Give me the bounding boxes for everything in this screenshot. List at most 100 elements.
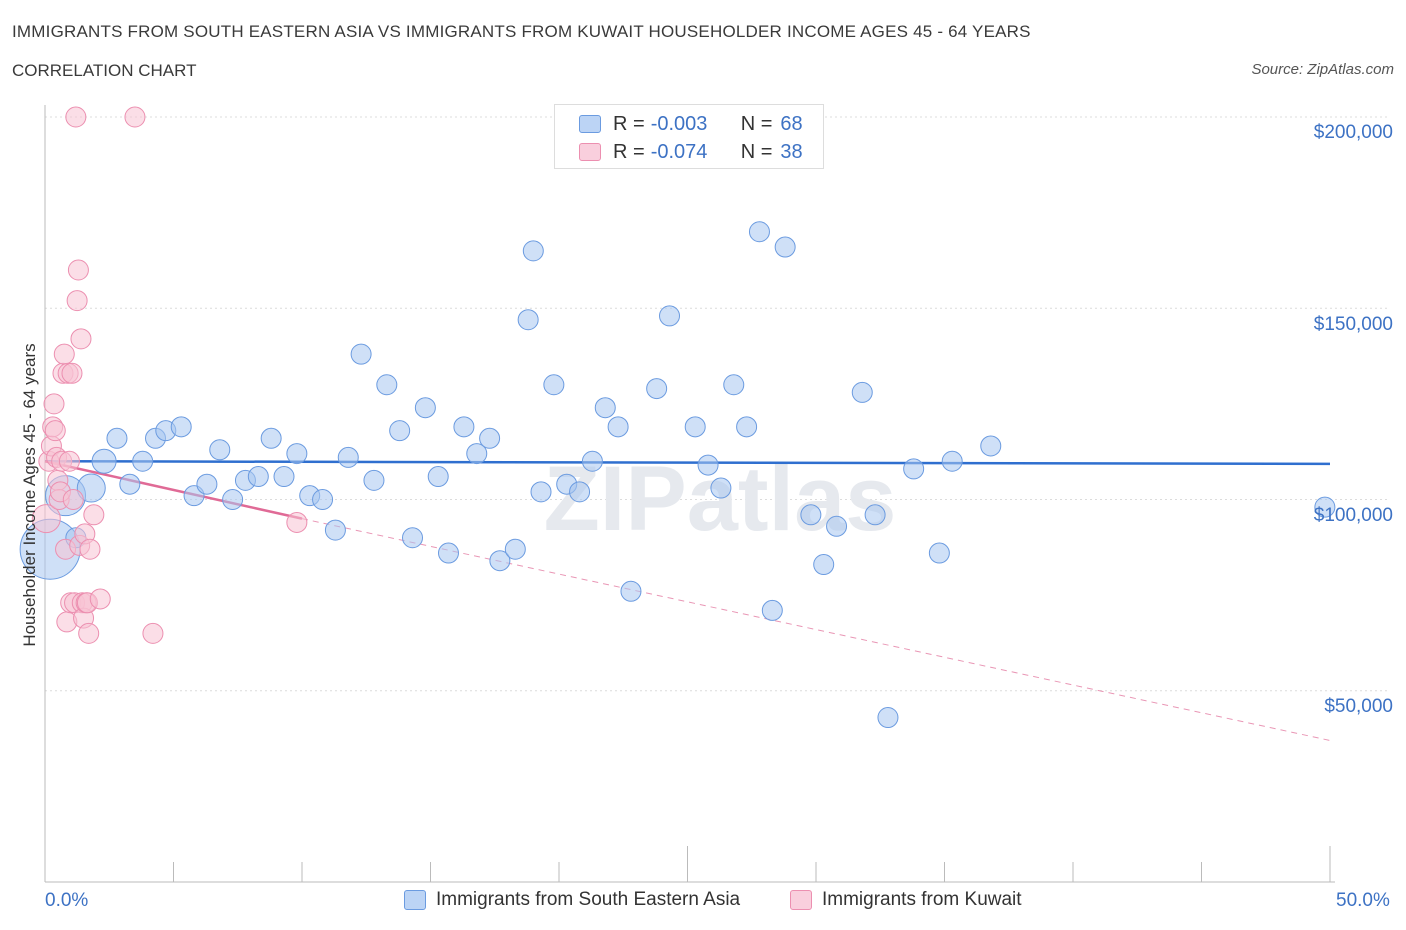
legend-row-kuwait: R = -0.074 N = 38 — [579, 139, 803, 165]
sea-point — [337, 446, 359, 468]
sea-point — [543, 374, 565, 396]
sea-point — [119, 473, 141, 495]
sea-point — [581, 450, 603, 472]
sea-point — [170, 416, 192, 438]
kuwait-point — [66, 290, 88, 312]
legend-swatch-blue — [404, 890, 426, 910]
stats-legend: R = -0.003 N = 68 R = -0.074 N = 38 — [554, 104, 824, 169]
sea-point — [517, 309, 539, 331]
sea-point — [736, 416, 758, 438]
sea-point — [761, 599, 783, 621]
sea-point — [748, 221, 770, 243]
chart-subtitle: CORRELATION CHART — [12, 61, 197, 80]
kuwait-point — [124, 106, 146, 128]
sea-point — [800, 504, 822, 526]
y-tick-label: $200,000 — [1313, 122, 1393, 143]
legend-row-sea: R = -0.003 N = 68 — [579, 111, 803, 137]
gridlines — [45, 116, 1390, 692]
sea-point — [1314, 496, 1336, 518]
legend-series-label: Immigrants from South Eastern Asia — [436, 889, 741, 910]
sea-point — [479, 427, 501, 449]
sea-point — [504, 538, 526, 560]
sea-point — [324, 519, 346, 541]
x-tick-label: 0.0% — [45, 890, 89, 911]
sea-point — [91, 448, 117, 474]
sea-point — [530, 481, 552, 503]
kuwait-point — [286, 511, 308, 533]
sea-point — [489, 550, 511, 572]
sea-point — [659, 305, 681, 327]
sea-point — [851, 381, 873, 403]
legend-r-label: R = — [613, 140, 645, 163]
sea-point — [710, 477, 732, 499]
sea-point — [697, 454, 719, 476]
legend-r-label: R = — [613, 112, 645, 135]
legend-series-label: Immigrants from Kuwait — [822, 889, 1022, 910]
sea-point — [903, 458, 925, 480]
sea-point — [941, 450, 963, 472]
sea-point — [684, 416, 706, 438]
sea-point — [813, 554, 835, 576]
kuwait-point — [70, 328, 92, 350]
sea-point — [350, 343, 372, 365]
y-tick-label: $50,000 — [1324, 696, 1393, 717]
sea-point — [427, 466, 449, 488]
sea-point — [723, 374, 745, 396]
sea-point — [402, 527, 424, 549]
kuwait-point — [89, 588, 111, 610]
kuwait-point — [142, 622, 164, 644]
data-points — [19, 106, 1336, 729]
kuwait-point — [31, 504, 61, 534]
sea-point — [607, 416, 629, 438]
legend-n-value: 38 — [780, 140, 803, 163]
sea-point — [363, 469, 385, 491]
sea-point — [774, 236, 796, 258]
kuwait-point — [79, 538, 101, 560]
trend-lines — [44, 460, 1331, 741]
sea-point — [646, 378, 668, 400]
sea-point — [826, 515, 848, 537]
sea-point — [76, 473, 106, 503]
series-legend-kuwait: Immigrants from Kuwait — [790, 889, 1022, 911]
sea-point — [312, 489, 334, 510]
legend-swatch-blue — [579, 115, 601, 133]
kuwait-point — [44, 420, 66, 442]
sea-point — [864, 504, 886, 526]
axes — [44, 105, 1335, 883]
trend-line-sea — [44, 460, 1331, 466]
y-tick-label: $100,000 — [1313, 505, 1393, 526]
kuwait-point — [67, 259, 89, 281]
sea-point — [437, 542, 459, 564]
kuwait-point — [61, 362, 83, 384]
sea-point — [286, 443, 308, 465]
legend-n-label: N = — [740, 112, 773, 135]
sea-point — [466, 443, 488, 465]
sea-point — [877, 707, 899, 729]
sea-point — [980, 435, 1002, 457]
sea-point — [106, 427, 128, 449]
sea-point — [389, 420, 411, 442]
kuwait-point — [62, 489, 84, 510]
legend-swatch-pink — [579, 143, 601, 161]
kuwait-point — [83, 504, 105, 526]
legend-swatch-pink — [790, 890, 812, 910]
kuwait-point — [53, 343, 75, 365]
sea-point — [522, 240, 544, 262]
sea-point — [928, 542, 950, 564]
legend-n-value: 68 — [780, 112, 803, 135]
legend-r-value: -0.074 — [650, 140, 708, 163]
sea-point — [209, 439, 231, 461]
chart-title: IMMIGRANTS FROM SOUTH EASTERN ASIA VS IM… — [12, 22, 1031, 41]
sea-point — [222, 489, 244, 510]
y-tick-label: $150,000 — [1313, 314, 1393, 335]
legend-r-value: -0.003 — [650, 112, 708, 135]
sea-point — [247, 466, 269, 488]
trend-line-kuwait — [44, 460, 303, 520]
sea-point — [620, 580, 642, 602]
kuwait-point — [58, 450, 80, 472]
series-legend-sea: Immigrants from South Eastern Asia — [404, 889, 740, 911]
kuwait-point — [78, 622, 100, 644]
sea-point — [196, 473, 218, 495]
sea-point — [273, 466, 295, 488]
